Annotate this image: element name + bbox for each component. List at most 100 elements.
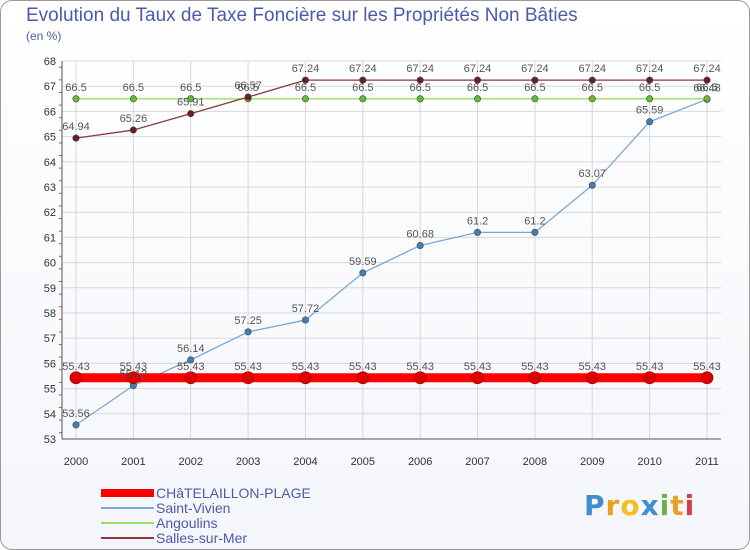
data-point — [588, 95, 596, 103]
data-label: 55.43 — [234, 361, 262, 373]
y-axis-unit: (en %) — [26, 29, 62, 43]
data-point — [646, 118, 654, 126]
data-point — [531, 228, 539, 236]
data-point — [129, 126, 137, 134]
data-label: 55.43 — [177, 361, 205, 373]
data-label: 61.2 — [524, 215, 545, 227]
data-point — [588, 181, 596, 189]
data-point — [413, 371, 427, 385]
data-label: 55.12 — [120, 369, 148, 381]
chart-title: Evolution du Taux de Taxe Foncière sur l… — [26, 5, 578, 26]
data-point — [588, 76, 596, 84]
x-tick-label: 2001 — [121, 456, 145, 468]
y-tick-label: 61 — [44, 232, 56, 244]
data-point — [474, 228, 482, 236]
data-point — [72, 421, 80, 429]
data-label: 65.26 — [120, 113, 148, 125]
data-point — [703, 95, 711, 103]
data-point — [72, 134, 80, 142]
y-tick-label: 59 — [44, 283, 56, 295]
data-label: 66.5 — [180, 82, 201, 94]
series-line-3 — [75, 79, 707, 139]
series-line-1 — [75, 98, 708, 426]
x-tick-label: 2005 — [351, 456, 375, 468]
legend-item: CHâTELAILLON-PLAGE — [101, 484, 311, 501]
x-tick-label: 2010 — [637, 456, 661, 468]
data-point — [703, 76, 711, 84]
y-tick-label: 53 — [44, 434, 56, 446]
data-label: 67.24 — [636, 63, 664, 75]
data-label: 67.24 — [464, 63, 492, 75]
data-point — [244, 93, 252, 101]
x-tick-label: 2007 — [465, 456, 489, 468]
data-label: 66.5 — [409, 82, 430, 94]
data-point — [585, 371, 599, 385]
legend-swatch — [101, 536, 154, 539]
data-point — [474, 95, 482, 103]
y-tick-label: 55 — [44, 384, 56, 396]
legend-label: Angoulins — [156, 514, 218, 531]
data-point — [69, 371, 83, 385]
data-point — [244, 328, 252, 336]
data-label: 61.2 — [467, 215, 488, 227]
data-label: 55.43 — [62, 361, 90, 373]
data-point — [700, 371, 714, 385]
data-label: 55.43 — [693, 361, 721, 373]
data-point — [528, 371, 542, 385]
data-point — [643, 371, 657, 385]
y-tick-label: 56 — [44, 358, 56, 370]
data-label: 67.24 — [406, 63, 434, 75]
data-point — [416, 95, 424, 103]
data-label: 67.24 — [693, 63, 721, 75]
legend-swatch — [101, 506, 154, 509]
x-tick-label: 2000 — [64, 456, 88, 468]
data-point — [359, 95, 367, 103]
legend-label: Saint-Vivien — [156, 499, 231, 516]
data-point — [416, 241, 424, 249]
data-label: 66.5 — [295, 82, 316, 94]
data-label: 63.07 — [579, 168, 607, 180]
data-point — [241, 371, 255, 385]
data-point — [187, 356, 195, 364]
data-point — [301, 316, 309, 324]
data-point — [187, 110, 195, 118]
legend-item: Saint-Vivien — [101, 499, 311, 516]
data-label: 66.5 — [696, 82, 717, 94]
y-tick-label: 66 — [44, 106, 56, 118]
data-label: 55.43 — [464, 361, 492, 373]
legend-item: Angoulins — [101, 514, 311, 531]
y-tick-label: 64 — [44, 157, 56, 169]
x-tick-label: 2011 — [695, 456, 719, 468]
data-label: 67.24 — [521, 63, 549, 75]
data-point — [359, 269, 367, 277]
data-label: 66.5 — [467, 82, 488, 94]
data-point — [187, 95, 195, 103]
data-point — [299, 371, 312, 385]
data-label: 66.5 — [582, 82, 603, 94]
data-label: 55.43 — [521, 361, 549, 373]
legend-label: CHâTELAILLON-PLAGE — [156, 484, 311, 501]
y-tick-label: 60 — [44, 258, 56, 270]
data-label: 67.24 — [579, 63, 607, 75]
data-point — [359, 76, 367, 84]
proxiti-logo: Proxiti — [584, 489, 696, 522]
data-label: 60.68 — [406, 228, 434, 240]
y-tick-label: 68 — [44, 56, 56, 68]
data-label: 55.43 — [406, 361, 434, 373]
data-label: 66.5 — [524, 82, 545, 94]
data-label: 53.56 — [62, 408, 90, 420]
legend-swatch — [101, 488, 154, 497]
data-label: 55.43 — [579, 361, 607, 373]
data-label: 67.24 — [292, 63, 320, 75]
legend-swatch — [101, 521, 154, 524]
data-label: 57.25 — [234, 315, 262, 327]
x-tick-label: 2002 — [178, 456, 202, 468]
data-point — [531, 95, 539, 103]
y-tick-label: 67 — [44, 81, 56, 93]
data-point — [471, 371, 484, 385]
legend-label: Salles-sur-Mer — [156, 529, 248, 546]
data-label: 66.5 — [123, 82, 144, 94]
data-label: 66.5 — [639, 82, 660, 94]
data-label: 59.59 — [349, 256, 377, 268]
